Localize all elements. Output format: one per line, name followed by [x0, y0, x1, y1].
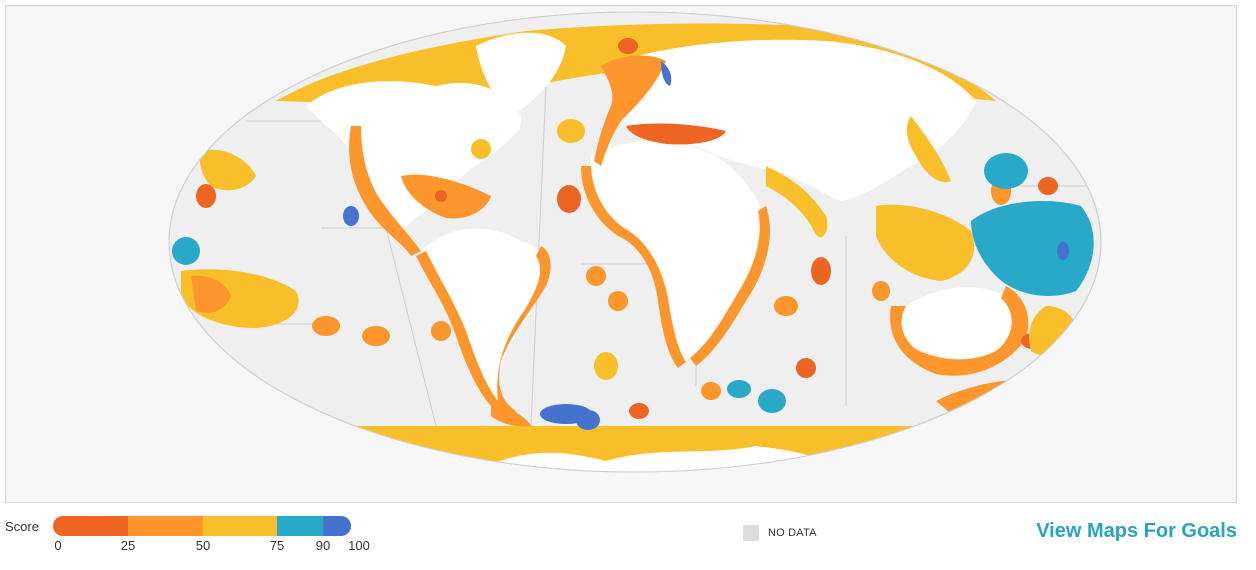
world-map[interactable] [6, 6, 1238, 504]
australia-eez[interactable] [890, 286, 1029, 376]
scale-band-25-50 [128, 516, 203, 536]
score-legend-title: Score [5, 519, 39, 534]
africa-coast-eez[interactable] [581, 166, 686, 368]
east-asia-coast-eez[interactable] [906, 116, 951, 183]
eurasia-land[interactable] [606, 39, 976, 201]
hawaii-pacific-eez[interactable] [199, 149, 256, 191]
scale-band-0-25 [53, 516, 128, 536]
southeast-asia-eez[interactable] [876, 204, 975, 281]
baltic-eez[interactable] [661, 61, 672, 86]
asia-south-coast-eez[interactable] [766, 166, 828, 238]
argentina-south-eez[interactable] [491, 401, 531, 427]
no-data-label: NO DATA [768, 527, 817, 539]
australia-land[interactable] [899, 287, 1015, 363]
americas-west-coast-eez[interactable] [349, 126, 421, 256]
scale-band-90-100 [323, 516, 351, 536]
caribbean-red-eez[interactable] [435, 190, 447, 202]
world-map-frame [5, 5, 1237, 503]
western-pacific-eez[interactable] [971, 201, 1094, 296]
mediterranean-eez[interactable] [626, 123, 726, 145]
scale-band-75-90 [277, 516, 323, 536]
africa-land[interactable] [589, 141, 766, 362]
europe-coast-eez[interactable] [594, 55, 666, 166]
scale-tick-label: 50 [195, 538, 211, 553]
map-legend: Score 0 25 50 75 90 100 NO DATA View Maps For… [0, 512, 1256, 570]
scale-tick-label: 0 [54, 538, 62, 553]
north-america-land[interactable] [306, 81, 522, 232]
scale-tick-label: 75 [269, 538, 285, 553]
scale-band-50-75 [203, 516, 277, 536]
south-america-land[interactable] [421, 228, 547, 416]
no-data-swatch [743, 525, 759, 541]
scale-tick-label: 100 [348, 538, 370, 553]
south-america-coast-eez[interactable] [416, 246, 551, 421]
scale-tick-label: 25 [120, 538, 136, 553]
score-color-scale [53, 516, 351, 536]
view-maps-for-goals-link[interactable]: View Maps For Goals [1036, 520, 1237, 542]
pacific-island-eezs[interactable] [172, 38, 1069, 430]
scale-tick-label: 90 [315, 538, 331, 553]
africa-east-coast-eez[interactable] [690, 206, 770, 366]
